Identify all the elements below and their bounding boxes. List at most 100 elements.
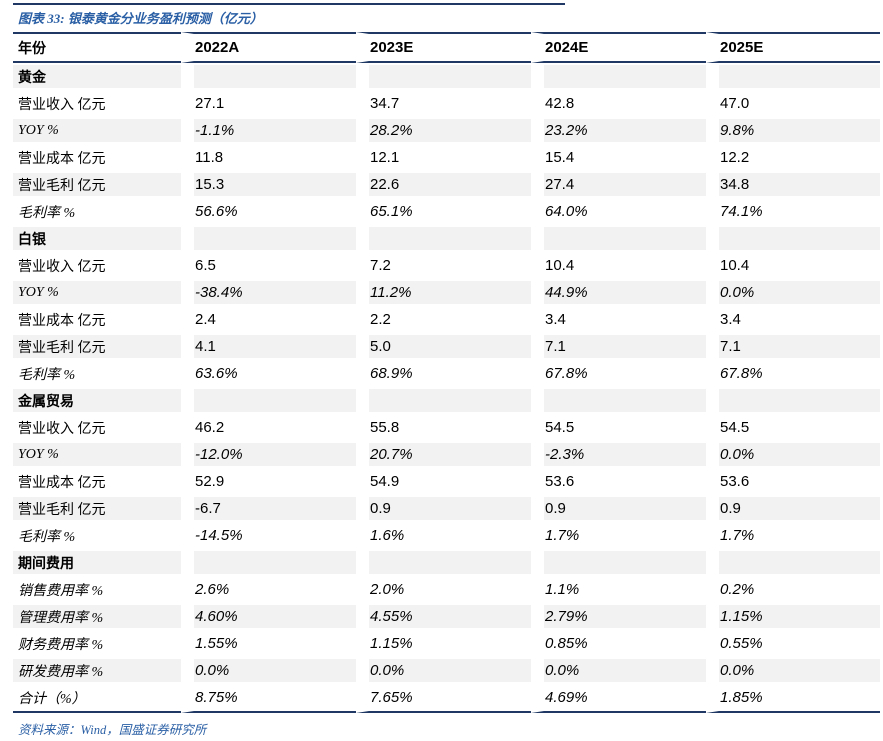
cell-value: -12.0% bbox=[181, 441, 356, 468]
row-label: 营业成本 亿元 bbox=[13, 144, 181, 171]
section-row: 白银 bbox=[13, 225, 880, 252]
section-label: 期间费用 bbox=[13, 549, 181, 576]
cell-value: 15.3 bbox=[181, 171, 356, 198]
section-label: 黄金 bbox=[13, 63, 181, 90]
row-label: 营业成本 亿元 bbox=[13, 468, 181, 495]
row-label: 营业毛利 亿元 bbox=[13, 171, 181, 198]
table-row: 毛利率 % 56.6% 65.1% 64.0% 74.1% bbox=[13, 198, 880, 225]
row-label: 营业成本 亿元 bbox=[13, 306, 181, 333]
cell-value: -1.1% bbox=[181, 117, 356, 144]
cell-value bbox=[531, 387, 706, 414]
column-header-2024E: 2024E bbox=[531, 32, 706, 63]
row-label: 合计（%） bbox=[13, 684, 181, 713]
cell-value bbox=[356, 549, 531, 576]
section-row: 黄金 bbox=[13, 63, 880, 90]
section-row: 期间费用 bbox=[13, 549, 880, 576]
cell-value: 0.0% bbox=[531, 657, 706, 684]
cell-value bbox=[706, 225, 880, 252]
cell-value: 8.75% bbox=[181, 684, 356, 713]
cell-value: 12.1 bbox=[356, 144, 531, 171]
cell-value: 0.55% bbox=[706, 630, 880, 657]
row-label: 毛利率 % bbox=[13, 198, 181, 225]
cell-value: 1.7% bbox=[706, 522, 880, 549]
cell-value: 27.1 bbox=[181, 90, 356, 117]
table-row: 合计（%） 8.75% 7.65% 4.69% 1.85% bbox=[13, 684, 880, 713]
title-top-rule bbox=[13, 3, 565, 5]
cell-value: 3.4 bbox=[531, 306, 706, 333]
cell-value bbox=[706, 63, 880, 90]
column-header-year: 年份 bbox=[13, 32, 181, 63]
row-label: 营业毛利 亿元 bbox=[13, 333, 181, 360]
cell-value: 0.9 bbox=[356, 495, 531, 522]
cell-value: 2.2 bbox=[356, 306, 531, 333]
figure-title: 图表 33: 银泰黄金分业务盈利预测（亿元） bbox=[18, 11, 263, 26]
cell-value: 54.9 bbox=[356, 468, 531, 495]
cell-value: 2.6% bbox=[181, 576, 356, 603]
cell-value: 56.6% bbox=[181, 198, 356, 225]
cell-value: 1.6% bbox=[356, 522, 531, 549]
row-label: 营业收入 亿元 bbox=[13, 252, 181, 279]
row-label: 毛利率 % bbox=[13, 360, 181, 387]
table-row: 营业成本 亿元 52.9 54.9 53.6 53.6 bbox=[13, 468, 880, 495]
cell-value: 9.8% bbox=[706, 117, 880, 144]
cell-value bbox=[531, 549, 706, 576]
cell-value: -38.4% bbox=[181, 279, 356, 306]
cell-value: 7.1 bbox=[531, 333, 706, 360]
cell-value: 7.65% bbox=[356, 684, 531, 713]
table-row: 销售费用率 % 2.6% 2.0% 1.1% 0.2% bbox=[13, 576, 880, 603]
section-label: 金属贸易 bbox=[13, 387, 181, 414]
row-label: 营业毛利 亿元 bbox=[13, 495, 181, 522]
cell-value: 1.1% bbox=[531, 576, 706, 603]
row-label: 研发费用率 % bbox=[13, 657, 181, 684]
cell-value: 52.9 bbox=[181, 468, 356, 495]
table-row: 财务费用率 % 1.55% 1.15% 0.85% 0.55% bbox=[13, 630, 880, 657]
row-label: 销售费用率 % bbox=[13, 576, 181, 603]
cell-value: 68.9% bbox=[356, 360, 531, 387]
cell-value: 67.8% bbox=[531, 360, 706, 387]
cell-value: -6.7 bbox=[181, 495, 356, 522]
cell-value: 6.5 bbox=[181, 252, 356, 279]
cell-value: 0.9 bbox=[706, 495, 880, 522]
cell-value: 53.6 bbox=[531, 468, 706, 495]
cell-value bbox=[356, 63, 531, 90]
source-note: 资料来源：Wind，国盛证券研究所 bbox=[18, 723, 207, 737]
cell-value: 0.0% bbox=[181, 657, 356, 684]
forecast-table: 年份 2022A 2023E 2024E 2025E 黄金营业收入 亿元 27.1 34.7… bbox=[13, 32, 880, 713]
cell-value: 46.2 bbox=[181, 414, 356, 441]
cell-value: 1.55% bbox=[181, 630, 356, 657]
header-row: 年份 2022A 2023E 2024E 2025E bbox=[13, 32, 880, 63]
table-row: 毛利率 % -14.5% 1.6% 1.7% 1.7% bbox=[13, 522, 880, 549]
cell-value: 34.7 bbox=[356, 90, 531, 117]
cell-value: 0.0% bbox=[706, 279, 880, 306]
column-header-2023E: 2023E bbox=[356, 32, 531, 63]
row-label: YOY % bbox=[13, 441, 181, 468]
cell-value: 22.6 bbox=[356, 171, 531, 198]
cell-value: 0.85% bbox=[531, 630, 706, 657]
cell-value: 0.2% bbox=[706, 576, 880, 603]
table-row: 营业成本 亿元 2.4 2.2 3.4 3.4 bbox=[13, 306, 880, 333]
cell-value: -2.3% bbox=[531, 441, 706, 468]
cell-value: 4.69% bbox=[531, 684, 706, 713]
cell-value: 5.0 bbox=[356, 333, 531, 360]
table-row: 毛利率 % 63.6% 68.9% 67.8% 67.8% bbox=[13, 360, 880, 387]
cell-value: 27.4 bbox=[531, 171, 706, 198]
cell-value: 54.5 bbox=[706, 414, 880, 441]
cell-value: 65.1% bbox=[356, 198, 531, 225]
cell-value: 7.1 bbox=[706, 333, 880, 360]
cell-value: 1.7% bbox=[531, 522, 706, 549]
cell-value: 20.7% bbox=[356, 441, 531, 468]
cell-value: 3.4 bbox=[706, 306, 880, 333]
cell-value: 53.6 bbox=[706, 468, 880, 495]
cell-value: 42.8 bbox=[531, 90, 706, 117]
section-row: 金属贸易 bbox=[13, 387, 880, 414]
cell-value: 1.15% bbox=[356, 630, 531, 657]
cell-value: 12.2 bbox=[706, 144, 880, 171]
cell-value: 2.4 bbox=[181, 306, 356, 333]
cell-value bbox=[531, 63, 706, 90]
section-label: 白银 bbox=[13, 225, 181, 252]
cell-value bbox=[706, 387, 880, 414]
table-row: YOY % -1.1% 28.2% 23.2% 9.8% bbox=[13, 117, 880, 144]
cell-value: 11.2% bbox=[356, 279, 531, 306]
cell-value: 2.79% bbox=[531, 603, 706, 630]
